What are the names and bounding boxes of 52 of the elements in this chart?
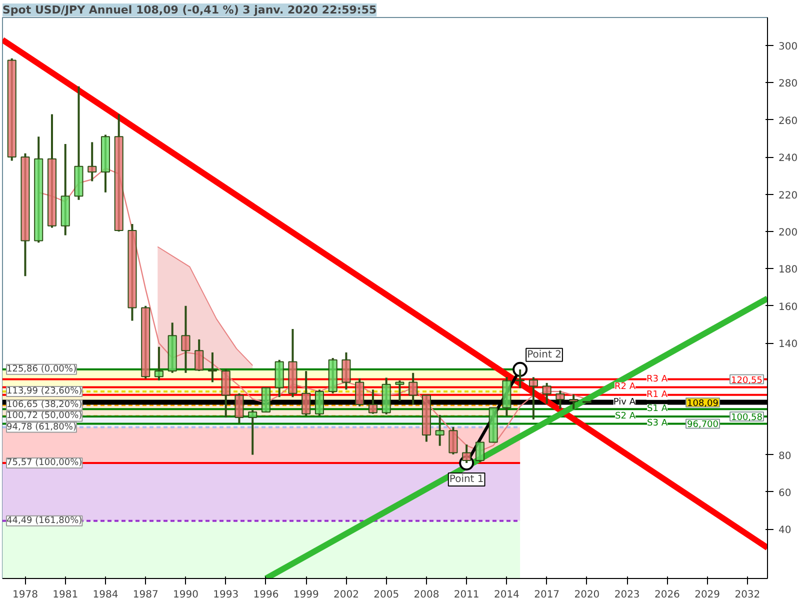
x-tick-label: 1993 — [213, 590, 239, 600]
x-tick-label: 2032 — [734, 590, 760, 600]
annotation: Point 1 — [449, 474, 484, 486]
x-tick-label: 1984 — [92, 590, 118, 600]
y-tick-label: 200 — [778, 227, 798, 238]
chart-title: Spot USD/JPY Annuel 108,09 (-0,41 %) 3 janv. 2020 22:59:55 — [2, 4, 377, 16]
ref-line-label: 125,86 (0,00%) — [6, 364, 76, 374]
ref-line-label: 100,72 (50,00%) — [6, 411, 82, 422]
ref-line-label: 94,78 (61,80%) — [6, 422, 76, 432]
x-tick-label: 1999 — [293, 590, 319, 600]
ref-line-label: S1 A — [647, 404, 668, 414]
x-tick-label: 2017 — [534, 590, 560, 600]
ref-line-label: S3 A — [647, 418, 668, 429]
x-tick-label: 2011 — [454, 590, 480, 600]
y-tick-label: 220 — [778, 190, 798, 202]
ref-line-label: Piv A — [613, 397, 636, 408]
x-tick-label: 2005 — [374, 590, 400, 600]
x-tick-label: 1990 — [173, 590, 198, 600]
ref-line-label: R2 A — [614, 382, 636, 392]
ref-line-label: R1 A — [646, 390, 668, 400]
x-tick-label: 2008 — [414, 590, 440, 600]
y-tick-label: 80 — [778, 450, 792, 462]
ref-line-label: 44,49 (161,80%) — [6, 516, 82, 526]
y-tick-label: 180 — [778, 264, 798, 276]
x-tick-label: 1987 — [132, 590, 158, 600]
x-tick-label: 2023 — [614, 590, 640, 600]
y-tick-label: 160 — [778, 302, 798, 313]
y-tick-label: 60 — [778, 488, 792, 499]
x-tick-label: 2026 — [654, 590, 680, 600]
annotation: 108,09 — [687, 398, 719, 409]
x-tick-label: 1978 — [12, 590, 38, 600]
x-tick-label: 2029 — [694, 590, 720, 600]
annotation: 100,58 — [731, 412, 763, 423]
annotation: Point 2 — [527, 349, 562, 360]
annotation: 120,55 — [731, 376, 763, 386]
ref-line-label: S2 A — [615, 411, 636, 422]
y-tick-label: 300 — [778, 41, 798, 52]
ref-line-label: 106,65 (38,20%) — [6, 400, 82, 410]
x-tick-label: 2014 — [494, 590, 520, 600]
y-tick-label: 240 — [778, 153, 798, 164]
ref-line-label: 75,57 (100,00%) — [6, 458, 82, 468]
ref-line-label: 113,99 (23,60%) — [6, 386, 82, 397]
x-tick-label: 1981 — [52, 590, 78, 600]
x-tick-label: 1996 — [253, 590, 279, 600]
ref-line-label: R3 A — [646, 374, 668, 384]
y-tick-label: 40 — [778, 525, 792, 536]
x-tick-label: 2020 — [574, 590, 600, 600]
x-tick-label: 2002 — [333, 590, 359, 600]
y-tick-label: 260 — [778, 116, 798, 127]
annotation: 96,700 — [687, 420, 719, 430]
y-tick-label: 280 — [778, 78, 798, 90]
y-tick-label: 140 — [778, 339, 798, 350]
